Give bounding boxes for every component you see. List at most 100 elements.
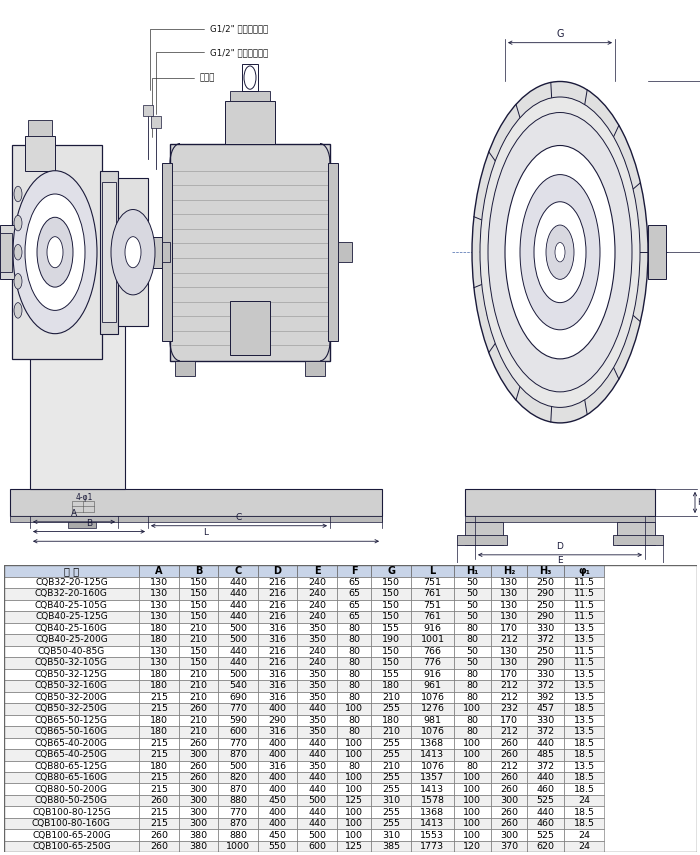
Bar (454, 599, 491, 611)
Bar (337, 565, 372, 576)
Text: 1578: 1578 (421, 796, 444, 805)
Text: 240: 240 (308, 589, 326, 598)
Text: 260: 260 (500, 739, 518, 748)
Text: 240: 240 (308, 647, 326, 656)
Bar (527, 841, 564, 852)
Text: 80: 80 (348, 693, 360, 702)
Text: A: A (71, 509, 77, 518)
Text: 400: 400 (269, 750, 286, 759)
Bar (143, 105, 153, 116)
Text: CQB100-65-250G: CQB100-65-250G (32, 842, 111, 852)
Text: 18.5: 18.5 (574, 773, 595, 782)
Text: 170: 170 (500, 669, 518, 679)
Text: B: B (195, 566, 202, 576)
Text: 440: 440 (308, 819, 326, 828)
Bar (454, 669, 491, 680)
Text: CQB40-25-200G: CQB40-25-200G (35, 635, 108, 645)
Circle shape (520, 174, 600, 330)
Text: 316: 316 (269, 728, 286, 736)
Bar (139, 772, 178, 783)
Text: 80: 80 (348, 681, 360, 690)
Bar (298, 841, 337, 852)
Bar (372, 669, 411, 680)
Text: 260: 260 (190, 762, 208, 770)
Text: 80: 80 (466, 624, 478, 633)
Text: 290: 290 (269, 716, 286, 725)
Bar (454, 646, 491, 657)
Bar (139, 841, 178, 852)
Bar (454, 657, 491, 669)
Bar (372, 841, 411, 852)
Bar (491, 599, 527, 611)
Text: 13.5: 13.5 (574, 762, 595, 770)
Text: H₁: H₁ (466, 566, 479, 576)
Bar (454, 795, 491, 806)
Circle shape (37, 217, 73, 287)
Bar (411, 829, 454, 841)
Bar (298, 657, 337, 669)
Text: D: D (274, 566, 281, 576)
Bar (139, 715, 178, 726)
Bar (230, 301, 270, 355)
Text: 50: 50 (466, 578, 478, 587)
Bar (298, 795, 337, 806)
Text: 212: 212 (500, 681, 518, 690)
Bar (258, 646, 298, 657)
Text: 11.5: 11.5 (574, 647, 595, 656)
Text: CQB80-65-160G: CQB80-65-160G (35, 773, 108, 782)
Bar (258, 829, 298, 841)
Text: 1276: 1276 (421, 705, 444, 713)
Text: 210: 210 (382, 693, 400, 702)
Text: 400: 400 (269, 785, 286, 793)
Bar (298, 806, 337, 818)
Bar (258, 726, 298, 738)
Text: 130: 130 (500, 658, 518, 668)
Text: 525: 525 (537, 831, 555, 840)
Text: G: G (387, 566, 395, 576)
Text: 210: 210 (190, 635, 208, 645)
Text: 130: 130 (150, 647, 168, 656)
Bar (139, 749, 178, 760)
Bar (258, 634, 298, 646)
Bar (454, 576, 491, 588)
Text: 372: 372 (537, 762, 555, 770)
Bar (148, 237, 166, 268)
Text: CQB100-65-200G: CQB100-65-200G (32, 831, 111, 840)
Bar (564, 726, 604, 738)
Text: 1357: 1357 (421, 773, 444, 782)
Bar (178, 818, 218, 829)
Text: 400: 400 (269, 819, 286, 828)
Bar (564, 588, 604, 599)
Text: 100: 100 (345, 785, 363, 793)
Text: CQB40-25-160G: CQB40-25-160G (35, 624, 108, 633)
Text: 130: 130 (500, 612, 518, 622)
Bar (337, 599, 372, 611)
Text: 260: 260 (150, 842, 168, 852)
Text: 1001: 1001 (421, 635, 444, 645)
Text: 80: 80 (348, 647, 360, 656)
Bar (298, 772, 337, 783)
Bar (337, 818, 372, 829)
Text: 13.5: 13.5 (574, 681, 595, 690)
Text: 255: 255 (382, 785, 400, 793)
Bar (411, 772, 454, 783)
Text: 150: 150 (190, 589, 208, 598)
Bar (491, 576, 527, 588)
Bar (564, 783, 604, 795)
Bar (527, 715, 564, 726)
Text: 400: 400 (269, 705, 286, 713)
Text: 330: 330 (537, 716, 555, 725)
Bar (258, 565, 298, 576)
Bar (372, 806, 411, 818)
Text: 80: 80 (466, 693, 478, 702)
Text: 300: 300 (500, 831, 518, 840)
Bar (298, 634, 337, 646)
Bar (218, 576, 258, 588)
Bar (298, 599, 337, 611)
Text: E: E (557, 556, 563, 564)
Text: 440: 440 (537, 808, 555, 817)
Bar (218, 634, 258, 646)
Text: 961: 961 (424, 681, 442, 690)
Text: 232: 232 (500, 705, 518, 713)
Bar (178, 657, 218, 669)
